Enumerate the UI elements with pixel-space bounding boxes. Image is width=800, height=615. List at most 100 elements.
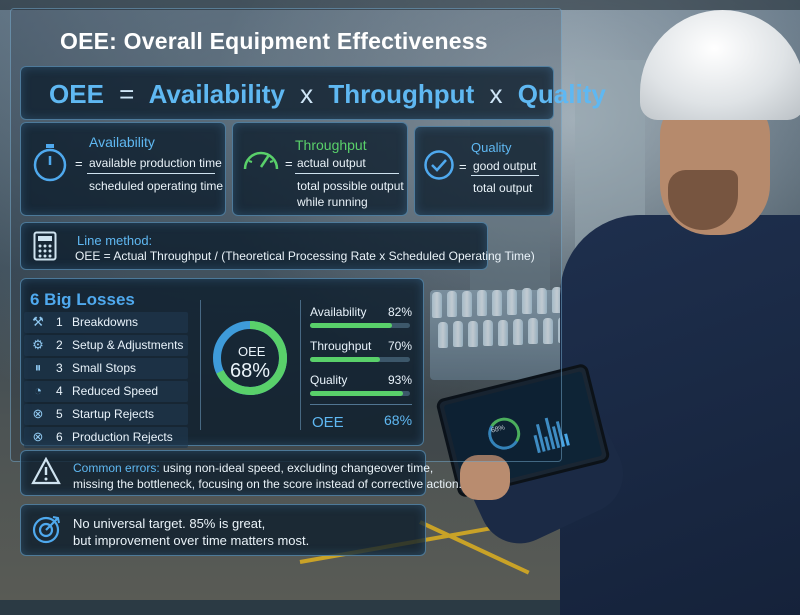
loss-row: ⊗ 5 Startup Rejects	[24, 404, 188, 425]
tablet-bar	[564, 433, 570, 446]
throughput-numerator: actual output	[297, 156, 366, 170]
common-errors-text-1: using non-ideal speed, excluding changeo…	[159, 461, 434, 475]
gauge-value: 68%	[230, 360, 271, 382]
bar-track	[310, 323, 410, 328]
bottle	[468, 320, 478, 347]
oee-formula: OEE = Availability x Throughput x Qualit…	[49, 79, 606, 110]
bottle	[438, 322, 448, 348]
bottle	[453, 321, 463, 348]
quality-denominator: total output	[473, 181, 533, 195]
bottle	[507, 289, 517, 315]
quality-numerator: good output	[473, 159, 537, 173]
line-method-text: OEE = Actual Throughput / (Theoretical P…	[75, 249, 535, 263]
loss-label: Production Rejects	[72, 430, 173, 444]
loss-number: 3	[56, 361, 63, 375]
formula-availability: Availability	[148, 79, 285, 109]
bar-label: Quality	[310, 373, 348, 387]
loss-label: Breakdowns	[72, 315, 139, 329]
bottle	[498, 319, 508, 346]
formula-equals: =	[119, 79, 135, 109]
warning-icon	[31, 457, 61, 485]
formula-oee: OEE	[49, 79, 104, 109]
loss-number: 4	[56, 384, 63, 398]
check-circle-icon	[424, 150, 454, 180]
bottle	[528, 318, 538, 345]
bottle	[552, 287, 562, 314]
bottle	[462, 290, 472, 317]
target-note-panel: No universal target. 85% is great, but i…	[20, 504, 426, 556]
oee-gauge	[213, 321, 287, 395]
loss-label: Small Stops	[72, 361, 137, 375]
stopwatch-icon	[33, 144, 67, 182]
target-note-line-1: No universal target. 85% is great,	[73, 516, 266, 531]
worker-body	[560, 215, 800, 615]
loss-number: 1	[56, 315, 63, 329]
loss-label: Startup Rejects	[72, 407, 155, 421]
quality-equals: =	[459, 159, 467, 174]
loss-label: Setup & Adjustments	[72, 338, 184, 352]
bar-track	[310, 391, 410, 396]
availability-equals: =	[75, 156, 83, 171]
throughput-denominator: total possible output	[297, 179, 404, 193]
panel-divider	[200, 300, 201, 430]
quality-card: Quality = good output total output	[414, 126, 554, 216]
worker-beard	[668, 170, 738, 230]
loss-row: ⚙ 2 Setup & Adjustments	[24, 335, 188, 356]
formula-times: x	[489, 79, 503, 109]
bottle	[537, 287, 547, 314]
pause-icon: ⏸	[34, 360, 42, 375]
formula-quality: Quality	[517, 79, 606, 109]
page-title: OEE: Overall Equipment Effectiveness	[60, 28, 488, 54]
target-note-line-2: but improvement over time matters most.	[73, 533, 310, 548]
availability-card: Availability = available production time…	[20, 122, 226, 216]
calculator-icon	[33, 231, 57, 261]
availability-numerator: available production time	[89, 156, 222, 170]
bottle	[513, 319, 523, 345]
loss-number: 2	[56, 338, 63, 352]
target-icon	[32, 516, 60, 544]
loss-row: ◔ 4 Reduced Speed	[24, 381, 188, 402]
fraction-line	[295, 173, 399, 174]
common-errors-line-1: Common errors: using non-ideal speed, ex…	[73, 461, 433, 475]
oee-summary-label: OEE	[312, 414, 344, 431]
gear-icon: ⚙	[32, 337, 44, 352]
fraction-line	[471, 175, 539, 176]
common-errors-panel: Common errors: using non-ideal speed, ex…	[20, 450, 462, 496]
formula-throughput: Throughput	[328, 79, 475, 109]
speedometer-icon	[243, 151, 279, 170]
loss-row: ⏸ 3 Small Stops	[24, 358, 188, 379]
bar-label: Throughput	[310, 339, 372, 353]
big-losses-title: 6 Big Losses	[30, 290, 135, 309]
worker-hand	[460, 455, 510, 500]
fraction-line	[87, 173, 215, 174]
panel-divider	[300, 300, 301, 430]
availability-denominator: scheduled operating time	[89, 179, 224, 193]
x-circle-icon: ⊗	[32, 429, 44, 444]
loss-label: Reduced Speed	[72, 384, 159, 398]
bottle	[543, 317, 553, 344]
throughput-card: Throughput = actual output total possibl…	[232, 122, 408, 216]
loss-number: 5	[56, 407, 63, 421]
bar-fill	[310, 323, 392, 328]
bar-label: Availability	[310, 305, 367, 319]
line-method-title: Line method:	[77, 233, 153, 248]
ceiling-beam	[0, 0, 800, 10]
oee-formula-panel: OEE = Availability x Throughput x Qualit…	[20, 66, 606, 120]
bottle	[492, 289, 502, 316]
bar-value: 70%	[388, 339, 413, 353]
bar-fill	[310, 357, 380, 362]
common-errors-lead: Common errors:	[73, 461, 160, 475]
x-circle-icon: ⊗	[32, 406, 44, 421]
bottle	[477, 290, 487, 317]
speedometer-icon: ◔	[34, 383, 42, 398]
bars-divider	[310, 404, 412, 405]
throughput-title: Throughput	[295, 137, 367, 153]
bottle	[522, 288, 532, 315]
gauge-label: OEE	[238, 344, 266, 359]
bottle	[483, 320, 493, 347]
loss-number: 6	[56, 430, 63, 444]
bar-value: 82%	[388, 305, 413, 319]
bar-track	[310, 357, 410, 362]
bar-fill	[310, 391, 403, 396]
bottle	[447, 291, 457, 318]
